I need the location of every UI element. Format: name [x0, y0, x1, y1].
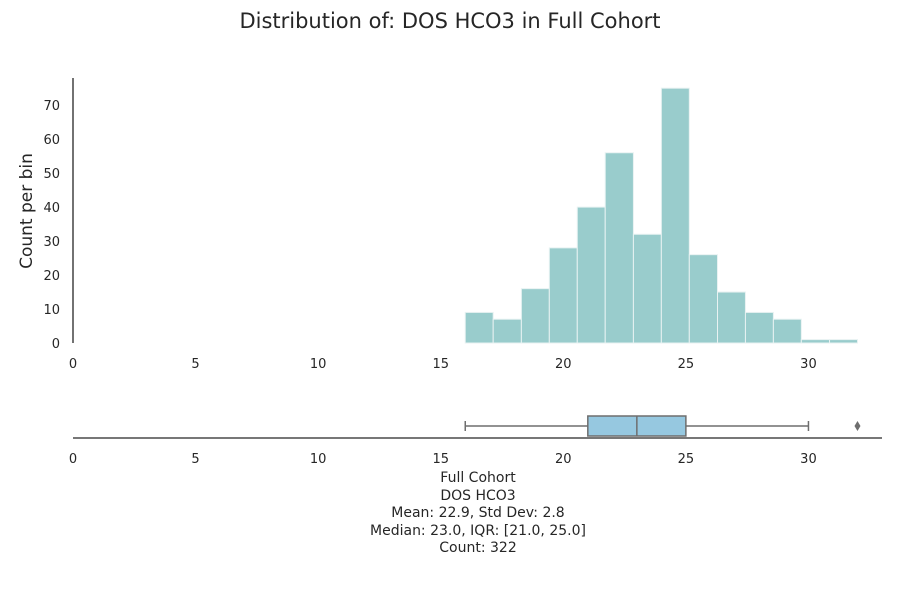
histogram-bar — [464, 311, 494, 344]
histogram-bar — [548, 247, 578, 344]
y-tick-label: 50 — [43, 167, 60, 182]
x-tick-label: 0 — [69, 357, 77, 372]
y-tick-label: 30 — [43, 235, 60, 250]
y-tick-label: 20 — [43, 269, 60, 284]
histogram-bar — [660, 87, 690, 344]
histogram-bar — [744, 311, 774, 344]
y-tick-label: 60 — [43, 133, 60, 148]
boxplot-outlier — [854, 421, 861, 431]
histogram-bar — [717, 291, 746, 344]
histogram-bar — [632, 233, 662, 344]
x-tick-label: 15 — [432, 452, 449, 467]
histogram-plot: 0 10 20 30 40 50 60 70 0 5 10 15 20 25 30 — [43, 78, 858, 372]
stats-median-iqr: Median: 23.0, IQR: [21.0, 25.0] — [370, 522, 586, 539]
x-tick-label: 5 — [191, 357, 199, 372]
y-axis-label: Count per bin — [17, 153, 37, 269]
x-tick-label: 20 — [555, 452, 572, 467]
x-tick-label: 25 — [678, 357, 695, 372]
stats-variable: DOS HCO3 — [440, 487, 516, 504]
stats-mean-sd: Mean: 22.9, Std Dev: 2.8 — [391, 505, 565, 521]
x-tick-label: 10 — [310, 452, 327, 467]
x-tick-label: 0 — [69, 452, 77, 467]
x-tick-label: 15 — [432, 357, 449, 372]
y-tick-label: 10 — [43, 303, 60, 318]
histogram-bar — [829, 339, 858, 344]
x-tick-label: 5 — [191, 452, 199, 467]
histogram-bar — [800, 339, 831, 344]
x-tick-label: 10 — [310, 357, 327, 372]
stats-cohort: Full Cohort — [440, 470, 516, 486]
stats-count: Count: 322 — [439, 540, 517, 556]
histogram-bar — [520, 288, 550, 344]
histogram-bar — [492, 318, 522, 344]
x-tick-label: 20 — [555, 357, 572, 372]
histogram-bar — [604, 152, 634, 344]
y-tick-label: 70 — [43, 99, 60, 114]
x-tick-label: 30 — [800, 357, 817, 372]
summary-stats: Full Cohort DOS HCO3 Mean: 22.9, Std Dev… — [328, 470, 628, 558]
histogram-bar — [772, 318, 802, 344]
x-tick-label: 25 — [678, 452, 695, 467]
boxplot-plot: 0 5 10 15 20 25 30 — [69, 415, 882, 467]
chart-title: Distribution of: DOS HCO3 in Full Cohort — [239, 9, 661, 33]
histogram-bar — [576, 206, 606, 344]
y-tick-label: 0 — [52, 337, 60, 352]
y-tick-label: 40 — [43, 201, 60, 216]
x-tick-label: 30 — [800, 452, 817, 467]
histogram-bar — [688, 254, 719, 344]
